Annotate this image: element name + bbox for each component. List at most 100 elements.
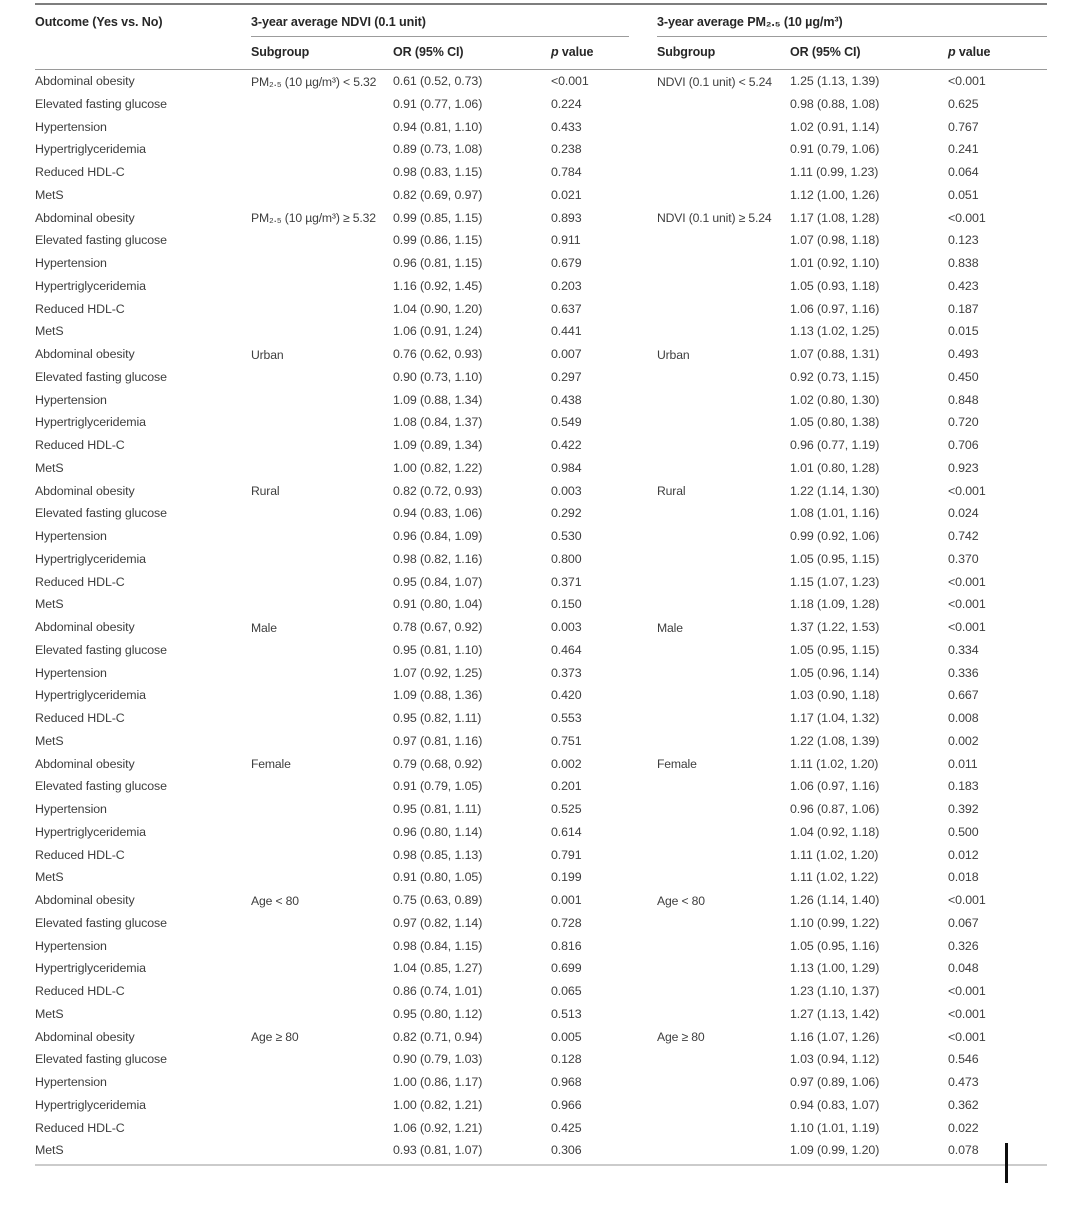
- pm25-pvalue-cell: 0.392: [948, 802, 979, 816]
- pm25-pvalue-cell: <0.001: [948, 1029, 986, 1044]
- ndvi-or-cell: 0.75 (0.63, 0.89): [393, 893, 483, 907]
- pm25-or-cell: 1.05 (0.93, 1.18): [790, 278, 880, 293]
- ndvi-or-cell: 0.94 (0.83, 1.06): [393, 506, 483, 521]
- pm25-pvalue-cell: <0.001: [948, 1006, 986, 1021]
- pm25-or-cell: 0.96 (0.77, 1.19): [790, 438, 880, 452]
- pm25-pvalue-cell: <0.001: [948, 574, 986, 589]
- ndvi-group-underline: [251, 36, 629, 37]
- pm25-or-cell: 1.37 (1.22, 1.53): [790, 620, 880, 634]
- ndvi-pvalue-cell: 0.422: [551, 438, 582, 452]
- ndvi-or-cell: 0.91 (0.77, 1.06): [393, 96, 483, 111]
- pm25-pvalue-cell: 0.024: [948, 506, 979, 521]
- ndvi-pvalue-cell: 0.292: [551, 506, 582, 521]
- pm25-pvalue-cell: 0.048: [948, 961, 979, 976]
- ndvi-pvalue-cell: 0.893: [551, 210, 582, 225]
- outcome-cell: Elevated fasting glucose: [35, 1052, 167, 1067]
- ndvi-pvalue-cell: 0.203: [551, 278, 582, 293]
- outcome-cell: Hypertension: [35, 392, 107, 407]
- outcome-cell: Elevated fasting glucose: [35, 96, 167, 111]
- pm25-or-cell: 0.94 (0.83, 1.07): [790, 1097, 880, 1112]
- outcome-cell: Reduced HDL-C: [35, 847, 125, 862]
- outcome-cell: Hypertriglyceridemia: [35, 415, 146, 430]
- pm25-or-cell: 1.01 (0.80, 1.28): [790, 460, 880, 475]
- pm25-pvalue-cell: 0.767: [948, 119, 979, 134]
- outcome-cell: Hypertension: [35, 256, 107, 270]
- ndvi-or-cell: 0.79 (0.68, 0.92): [393, 756, 483, 771]
- ndvi-pvalue-cell: 0.464: [551, 642, 582, 657]
- ndvi-or-cell: 0.90 (0.79, 1.03): [393, 1052, 483, 1067]
- ndvi-or-cell: 1.16 (0.92, 1.45): [393, 278, 483, 293]
- ndvi-pvalue-cell: 0.984: [551, 460, 582, 475]
- ndvi-pvalue-cell: 0.614: [551, 824, 582, 839]
- outcome-cell: MetS: [35, 187, 64, 202]
- ndvi-pvalue-cell: 0.637: [551, 301, 582, 316]
- ndvi-or-cell: 1.00 (0.82, 1.22): [393, 460, 483, 475]
- ndvi-pvalue-cell: 0.816: [551, 938, 582, 953]
- ndvi-or-cell: 0.90 (0.73, 1.10): [393, 369, 483, 384]
- pm25-pvalue-cell: 0.667: [948, 688, 979, 703]
- pm25-pvalue-cell: 0.838: [948, 256, 979, 270]
- ndvi-or-cell: 0.96 (0.80, 1.14): [393, 824, 483, 839]
- ndvi-pvalue-cell: 0.438: [551, 392, 582, 407]
- outcome-cell: Hypertriglyceridemia: [35, 278, 146, 293]
- pm25-pvalue-cell: 0.018: [948, 870, 979, 885]
- pm25-pvalue-cell: 0.450: [948, 369, 979, 384]
- ndvi-pvalue-cell: 0.530: [551, 529, 582, 543]
- ndvi-pvalue-header: p value: [551, 45, 594, 59]
- ndvi-pvalue-cell: 0.128: [551, 1052, 582, 1067]
- outcome-cell: Hypertriglyceridemia: [35, 551, 146, 566]
- table-block: Female Female Abdominal obesity 0.79 (0.68,…: [35, 753, 1047, 890]
- ndvi-pvalue-cell: 0.425: [551, 1120, 582, 1135]
- ndvi-pvalue-cell: 0.238: [551, 142, 582, 157]
- ndvi-subgroup-cell: PM₂.₅ (10 µg/m³) ≥ 5.32: [251, 211, 376, 225]
- ndvi-pvalue-cell: 0.224: [551, 96, 582, 111]
- ndvi-or-cell: 0.82 (0.71, 0.94): [393, 1029, 483, 1044]
- pm25-pvalue-cell: 0.326: [948, 938, 979, 953]
- pm25-or-cell: 1.06 (0.97, 1.16): [790, 301, 880, 316]
- pm25-pvalue-cell: 0.078: [948, 1143, 979, 1158]
- ndvi-pvalue-cell: 0.201: [551, 779, 582, 794]
- outcome-cell: Hypertension: [35, 529, 107, 543]
- pm25-pvalue-cell: 0.370: [948, 551, 979, 566]
- outcome-cell: MetS: [35, 1006, 64, 1021]
- pm25-or-cell: 1.13 (1.02, 1.25): [790, 324, 880, 339]
- ndvi-or-cell: 0.95 (0.82, 1.11): [393, 711, 482, 725]
- pm25-pvalue-cell: 0.848: [948, 392, 979, 407]
- pm25-or-cell: 1.05 (0.95, 1.15): [790, 642, 880, 657]
- outcome-cell: Abdominal obesity: [35, 210, 135, 225]
- ndvi-pvalue-cell: 0.371: [551, 574, 582, 589]
- pm25-pvalue-cell: <0.001: [948, 483, 986, 498]
- ndvi-pvalue-cell: 0.007: [551, 347, 582, 361]
- ndvi-pvalue-cell: 0.513: [551, 1006, 582, 1021]
- pm25-or-cell: 1.11 (1.02, 1.20): [790, 847, 879, 862]
- ndvi-subgroup-cell: Urban: [251, 347, 284, 362]
- pm25-or-cell: 1.17 (1.08, 1.28): [790, 210, 880, 225]
- outcome-cell: MetS: [35, 324, 64, 339]
- pm25-or-cell: 1.16 (1.07, 1.26): [790, 1029, 880, 1044]
- ndvi-subgroup-cell: Age < 80: [251, 893, 299, 908]
- pm25-pvalue-cell: 0.064: [948, 165, 979, 179]
- outcome-cell: MetS: [35, 1143, 64, 1158]
- ndvi-or-cell: 0.95 (0.80, 1.12): [393, 1006, 483, 1021]
- ndvi-or-cell: 0.98 (0.84, 1.15): [393, 938, 483, 953]
- outcome-cell: Hypertension: [35, 119, 107, 134]
- pm25-or-cell: 1.10 (1.01, 1.19): [790, 1120, 880, 1135]
- outcome-cell: Abdominal obesity: [35, 74, 135, 88]
- outcome-cell: MetS: [35, 733, 64, 748]
- pm25-or-cell: 1.18 (1.09, 1.28): [790, 597, 880, 612]
- pm25-pvalue-cell: <0.001: [948, 984, 986, 998]
- pm25-pvalue-cell: 0.241: [948, 142, 979, 157]
- pm25-subgroup-cell: Rural: [657, 484, 686, 498]
- ndvi-pvalue-cell: 0.751: [551, 733, 582, 748]
- ndvi-or-cell: 0.93 (0.81, 1.07): [393, 1143, 483, 1158]
- pm25-pvalue-cell: 0.008: [948, 711, 979, 725]
- pm25-or-cell: 1.05 (0.96, 1.14): [790, 665, 880, 680]
- pm25-subgroup-cell: Age ≥ 80: [657, 1030, 705, 1044]
- pm25-or-header: OR (95% CI): [790, 45, 861, 59]
- outcome-cell: Reduced HDL-C: [35, 574, 125, 589]
- ndvi-or-cell: 0.95 (0.84, 1.07): [393, 574, 483, 589]
- ndvi-or-cell: 0.61 (0.52, 0.73): [393, 74, 483, 88]
- pm25-or-cell: 1.22 (1.14, 1.30): [790, 483, 880, 498]
- ndvi-pvalue-cell: 0.784: [551, 165, 582, 179]
- pm25-or-cell: 1.02 (0.80, 1.30): [790, 392, 880, 407]
